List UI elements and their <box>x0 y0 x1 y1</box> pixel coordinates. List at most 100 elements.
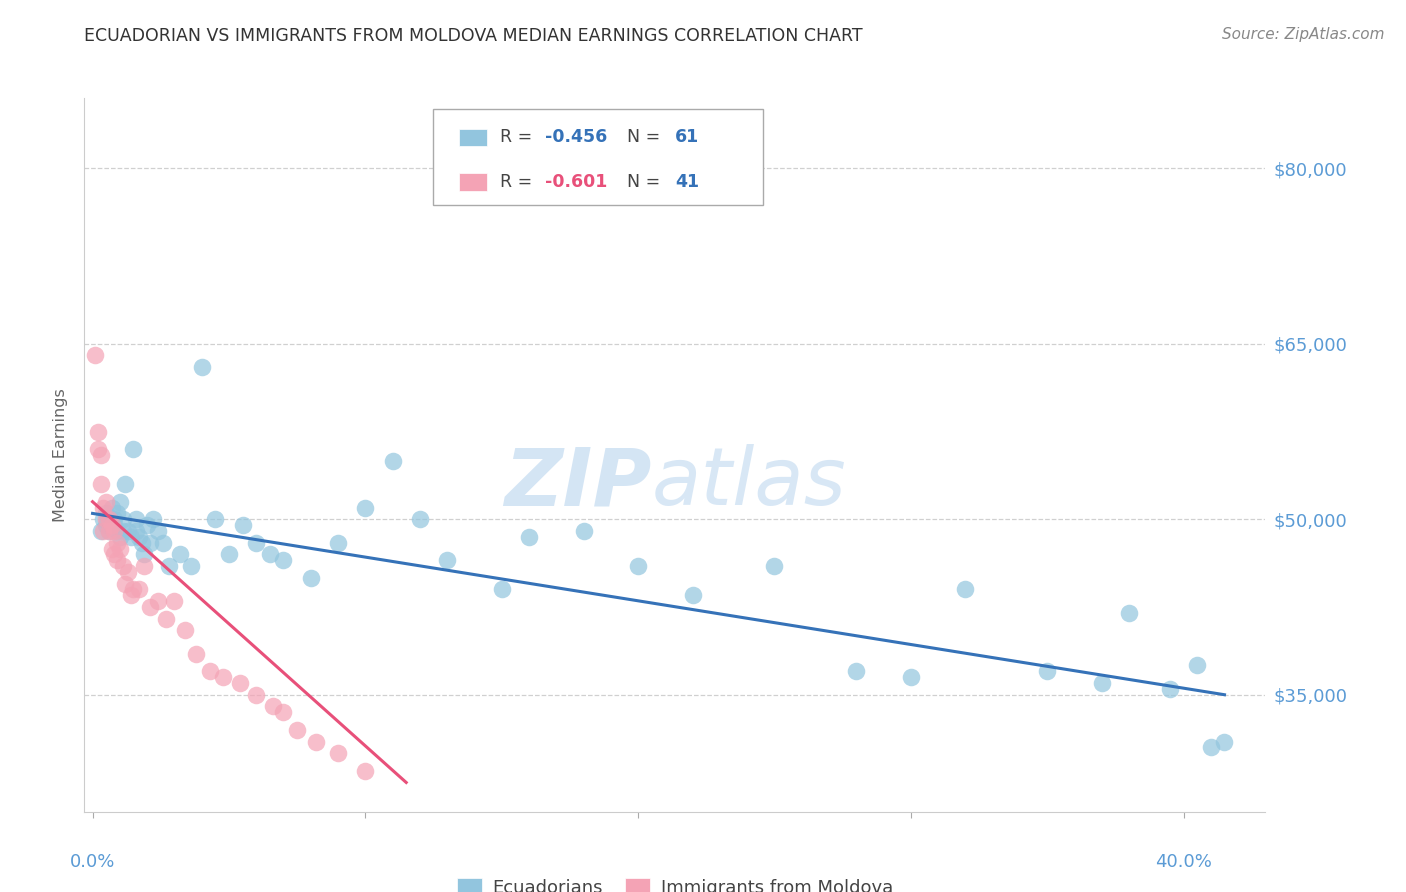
Point <box>122 442 145 456</box>
Point <box>517 530 540 544</box>
Point <box>218 547 240 561</box>
Point <box>103 512 125 526</box>
Text: atlas: atlas <box>651 444 846 523</box>
Point <box>105 535 128 549</box>
Point <box>572 524 595 538</box>
Point <box>163 594 186 608</box>
Point <box>90 524 112 538</box>
Point <box>259 547 281 561</box>
Point <box>100 541 122 556</box>
Y-axis label: Median Earnings: Median Earnings <box>53 388 69 522</box>
Point <box>93 500 115 515</box>
Point <box>122 582 145 597</box>
Point <box>354 764 377 778</box>
Point <box>682 588 704 602</box>
Point <box>108 530 131 544</box>
Point <box>134 547 156 561</box>
Point <box>1118 606 1140 620</box>
Point <box>103 518 125 533</box>
Point <box>1159 681 1181 696</box>
Point <box>1213 734 1236 748</box>
Point <box>326 746 349 760</box>
Point <box>212 670 235 684</box>
Point <box>1199 740 1222 755</box>
Point <box>100 512 122 526</box>
FancyBboxPatch shape <box>433 109 763 205</box>
Text: 0.0%: 0.0% <box>70 853 115 871</box>
Text: 41: 41 <box>675 173 699 191</box>
Point <box>117 524 139 538</box>
Point <box>436 553 458 567</box>
Point <box>87 425 110 439</box>
Point <box>186 647 208 661</box>
Point <box>354 500 377 515</box>
Point <box>111 559 134 574</box>
Point <box>120 588 142 602</box>
Point <box>229 676 252 690</box>
Point <box>763 559 786 574</box>
Point <box>273 706 295 720</box>
Point <box>204 512 226 526</box>
Point <box>100 500 122 515</box>
Point <box>103 524 125 538</box>
Point <box>97 512 120 526</box>
Point <box>141 512 163 526</box>
Point <box>96 518 118 533</box>
Point <box>105 507 128 521</box>
Point <box>105 553 128 567</box>
Point <box>245 688 267 702</box>
Point <box>125 524 148 538</box>
Point <box>105 524 128 538</box>
Point <box>114 576 136 591</box>
Point <box>97 524 120 538</box>
Point <box>1091 676 1114 690</box>
Point <box>262 699 284 714</box>
Point <box>409 512 432 526</box>
Point <box>96 507 118 521</box>
Point <box>136 518 159 533</box>
Point <box>90 448 112 462</box>
Text: 40.0%: 40.0% <box>1156 853 1212 871</box>
Text: -0.601: -0.601 <box>546 173 607 191</box>
Point <box>96 512 118 526</box>
Point <box>96 494 118 508</box>
Point <box>139 535 162 549</box>
Point <box>198 665 221 679</box>
Text: N =: N = <box>616 173 665 191</box>
Point <box>87 442 110 456</box>
Text: Source: ZipAtlas.com: Source: ZipAtlas.com <box>1222 27 1385 42</box>
Point <box>93 524 115 538</box>
Point <box>845 665 868 679</box>
Point <box>491 582 513 597</box>
Point <box>169 547 191 561</box>
Point <box>955 582 977 597</box>
Point <box>285 723 308 737</box>
Point <box>273 553 295 567</box>
Point <box>128 582 150 597</box>
Point <box>114 477 136 491</box>
Point <box>299 571 322 585</box>
Point <box>180 559 202 574</box>
FancyBboxPatch shape <box>458 128 486 146</box>
Point <box>111 524 134 538</box>
Point <box>108 494 131 508</box>
Point <box>627 559 650 574</box>
Point <box>381 454 404 468</box>
Point <box>152 535 174 549</box>
Point <box>157 559 180 574</box>
Text: ZIP: ZIP <box>503 444 651 523</box>
Point <box>134 559 156 574</box>
Point <box>111 512 134 526</box>
Point <box>97 524 120 538</box>
Text: N =: N = <box>616 128 665 146</box>
Point <box>93 512 115 526</box>
Point <box>128 530 150 544</box>
Point <box>139 599 162 614</box>
Text: 61: 61 <box>675 128 699 146</box>
Legend: Ecuadorians, Immigrants from Moldova: Ecuadorians, Immigrants from Moldova <box>450 871 900 892</box>
Point <box>245 535 267 549</box>
Point <box>100 518 122 533</box>
Point <box>108 541 131 556</box>
Point <box>174 624 197 638</box>
FancyBboxPatch shape <box>458 173 486 191</box>
